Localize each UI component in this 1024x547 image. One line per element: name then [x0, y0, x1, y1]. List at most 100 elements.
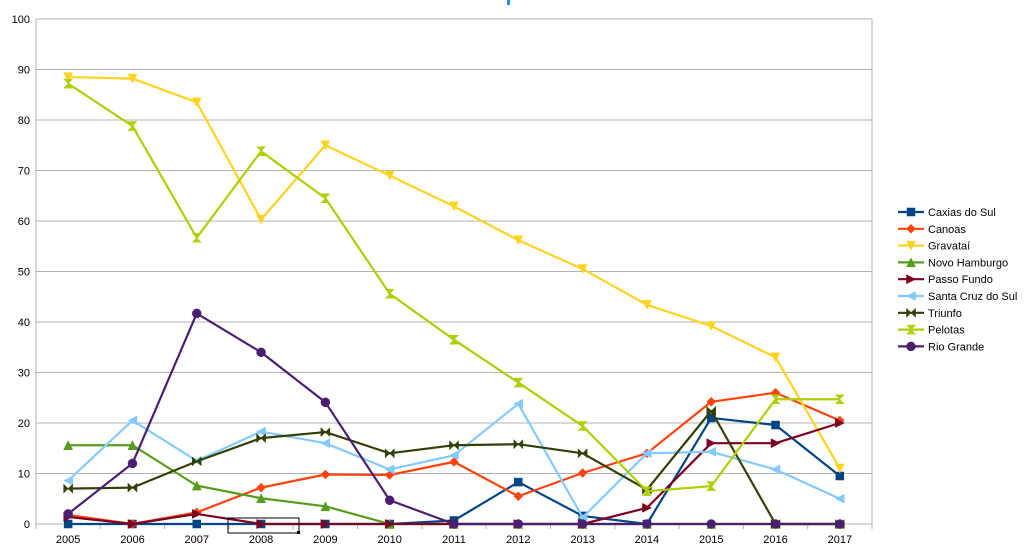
x-tick-label: 2015 — [699, 534, 723, 546]
data-point — [256, 493, 266, 503]
x-tick-label: 2013 — [570, 534, 594, 546]
x-tick-label: 2011 — [442, 534, 466, 546]
data-point — [256, 426, 266, 437]
legend-entry: Pelotas — [898, 325, 965, 337]
data-point — [706, 396, 717, 407]
data-point — [320, 438, 331, 449]
data-point — [834, 394, 845, 405]
data-point — [192, 508, 202, 519]
legend-label: Pelotas — [928, 325, 965, 337]
x-tick-label: 2012 — [506, 534, 530, 546]
data-point — [63, 483, 73, 494]
data-point — [63, 509, 73, 519]
series-rio-grande — [63, 308, 845, 529]
selection-box[interactable] — [227, 517, 300, 534]
data-point — [513, 235, 524, 246]
legend-entry: Santa Cruz do Sul — [898, 291, 1017, 303]
data-point — [770, 394, 781, 405]
data-point — [641, 486, 653, 496]
data-point — [448, 334, 460, 345]
data-point — [63, 440, 74, 450]
data-point — [642, 502, 652, 513]
data-point — [513, 519, 524, 529]
legend-swatch-marker — [906, 240, 916, 251]
data-point — [706, 481, 717, 491]
data-point — [127, 482, 138, 493]
legend-swatch-marker — [905, 324, 917, 335]
data-point — [513, 439, 524, 450]
legend-label: Novo Hamburgo — [928, 257, 1008, 269]
data-point — [771, 420, 780, 430]
data-point — [191, 480, 202, 491]
y-tick-label: 80 — [18, 115, 30, 127]
data-point — [577, 264, 588, 275]
x-tick-label: 2008 — [249, 534, 273, 546]
data-point — [834, 463, 845, 474]
legend-entry: Triunfo — [898, 307, 962, 320]
data-point — [320, 397, 331, 408]
data-point — [384, 464, 395, 475]
legend-label: Santa Cruz do Sul — [928, 291, 1017, 303]
legend-entry: Passo Fundo — [898, 274, 993, 286]
legend-label: Passo Fundo — [928, 274, 993, 286]
data-point — [127, 73, 138, 84]
y-tick-label: 40 — [18, 317, 30, 329]
data-point — [127, 415, 138, 426]
data-point — [320, 193, 331, 204]
data-point — [63, 78, 74, 89]
data-point — [770, 464, 781, 475]
data-point — [384, 448, 395, 459]
data-point — [320, 140, 331, 151]
y-tick-label: 10 — [18, 469, 30, 481]
data-point — [256, 347, 266, 358]
data-point — [384, 519, 395, 529]
x-tick-label: 2005 — [56, 534, 80, 546]
series-canoas — [63, 387, 845, 529]
data-point — [449, 519, 459, 529]
data-point — [384, 288, 395, 299]
data-point — [770, 519, 781, 529]
legend-swatch-marker — [906, 341, 916, 352]
data-point — [63, 72, 74, 83]
series-group — [63, 72, 845, 530]
data-point — [320, 501, 331, 512]
data-point — [320, 426, 331, 438]
legend: Caxias do Sul Canoas Gravataí Novo Hamburgo… — [898, 207, 1017, 353]
data-point — [448, 450, 459, 461]
x-tick-label: 2014 — [635, 534, 659, 546]
y-tick-label: 20 — [18, 418, 30, 430]
series-line — [67, 82, 840, 493]
data-point — [449, 201, 459, 212]
data-point — [192, 308, 202, 319]
legend-entry: Novo Hamburgo — [898, 257, 1008, 269]
data-point — [449, 457, 459, 467]
data-point — [320, 519, 331, 529]
legend-label: Rio Grande — [928, 341, 984, 353]
series-line — [68, 75, 841, 470]
data-point — [256, 519, 267, 529]
data-point — [834, 493, 845, 504]
data-point — [191, 97, 202, 108]
series-gravata- — [63, 72, 845, 474]
legend-entry: Canoas — [898, 224, 966, 236]
data-point — [513, 491, 524, 502]
data-point — [513, 377, 524, 388]
data-point — [127, 458, 138, 469]
data-point — [256, 214, 266, 225]
selection-handle[interactable] — [297, 531, 300, 534]
data-point — [127, 519, 138, 529]
y-tick-label: 60 — [18, 216, 30, 228]
y-tick-label: 30 — [18, 368, 30, 380]
legend-swatch-marker — [905, 291, 916, 301]
y-tick-label: 70 — [18, 166, 30, 178]
legend-label: Caxias do Sul — [928, 207, 996, 219]
y-tick-label: 90 — [18, 65, 30, 77]
data-point — [127, 121, 138, 131]
data-point — [577, 421, 588, 431]
data-point — [770, 352, 781, 363]
data-point — [641, 448, 652, 459]
y-tick-label: 50 — [18, 267, 30, 279]
data-point — [256, 433, 266, 444]
legend-swatch-marker — [906, 207, 916, 217]
